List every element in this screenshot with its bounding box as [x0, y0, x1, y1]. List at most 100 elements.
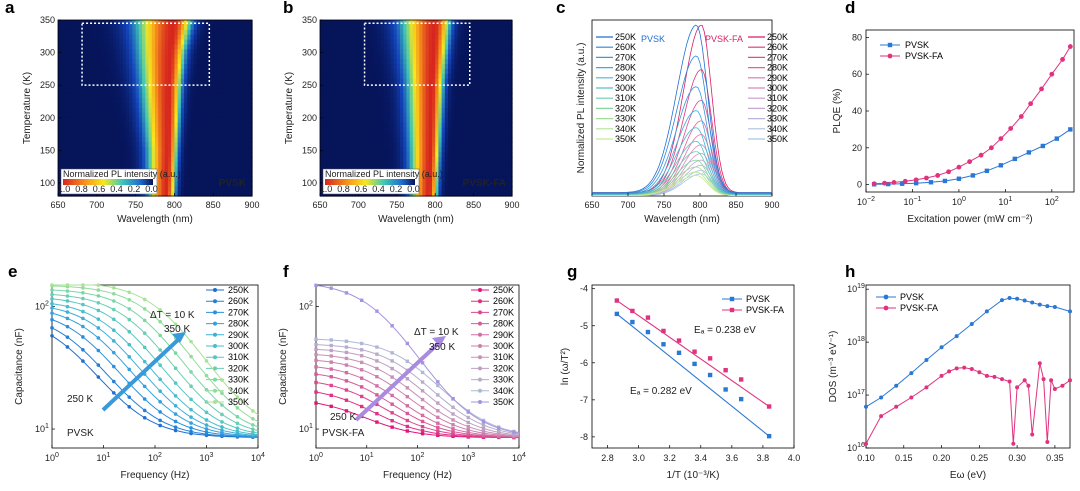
heatmap-cell [435, 132, 439, 138]
heatmap-cell [184, 64, 188, 70]
heatmap-cell [451, 59, 455, 65]
heatmap-cell [505, 98, 510, 104]
heatmap-cell [242, 127, 247, 134]
heatmap-cell [320, 137, 324, 143]
heatmap-cell [219, 176, 224, 182]
x-axis-label: Wavelength (nm) [378, 214, 454, 225]
heatmap-cell [409, 98, 414, 104]
heatmap-cell [464, 171, 468, 178]
heatmap-cell [403, 161, 407, 168]
heatmap-cell [248, 34, 253, 41]
heatmap-cell [329, 39, 334, 46]
heatmap-cell [384, 88, 388, 94]
heatmap-cell [336, 93, 340, 99]
heatmap-cell [151, 49, 156, 55]
heatmap-cell [83, 142, 88, 148]
heatmap-cell [486, 132, 491, 138]
heatmap-cell [151, 83, 156, 90]
heatmap-cell [412, 127, 417, 134]
heatmap-cell [235, 171, 240, 178]
heatmap-cell [235, 78, 240, 85]
heatmap-cell [505, 73, 510, 80]
heatmap-cell [323, 117, 327, 124]
heatmap-cell [129, 49, 133, 55]
heatmap-cell [476, 132, 481, 138]
data-point [451, 405, 455, 409]
heatmap-cell [432, 39, 436, 46]
heatmap-cell [464, 186, 468, 192]
heatmap-cell [132, 88, 137, 94]
heatmap-cell [496, 73, 500, 80]
data-point [142, 397, 147, 401]
heatmap-cell [380, 83, 385, 90]
heatmap-cell [451, 34, 455, 41]
heatmap-cell [467, 122, 471, 129]
heatmap-cell [483, 49, 487, 55]
heatmap-cell [167, 117, 172, 124]
heatmap-cell [470, 176, 475, 182]
heatmap-cell [232, 147, 237, 153]
heatmap-cell [428, 122, 433, 129]
heatmap-cell [342, 88, 347, 94]
heatmap-cell [119, 39, 124, 46]
heatmap-cell [103, 49, 108, 55]
heatmap-cell [339, 64, 343, 70]
heatmap-cell [496, 181, 500, 187]
heatmap-cell [209, 127, 214, 134]
plot-frame [319, 19, 513, 197]
heatmap-cell [145, 83, 150, 90]
heatmap-cell [464, 103, 468, 109]
heatmap-cell [326, 98, 331, 104]
heatmap-cell [499, 152, 503, 158]
heatmap-cell [174, 176, 179, 182]
heatmap-cell [213, 161, 218, 168]
heatmap-cell [235, 39, 240, 46]
heatmap-cell [400, 64, 404, 70]
heatmap-cell [361, 29, 366, 36]
heatmap-cell [454, 147, 459, 153]
y-axis-label: Temperature (K) [22, 72, 33, 144]
heatmap-cell [345, 152, 350, 158]
heatmap-cell [158, 83, 163, 90]
heatmap-cell [454, 39, 459, 46]
heatmap-cell [190, 191, 195, 197]
heatmap-cell [190, 171, 195, 178]
heatmap-cell [508, 103, 513, 109]
heatmap-cell [226, 152, 230, 158]
heatmap-cell [116, 108, 121, 114]
heatmap-cell [148, 161, 153, 168]
heatmap-cell [177, 152, 182, 158]
heatmap-cell [145, 161, 150, 168]
heatmap-cell [206, 24, 211, 31]
data-point-pvsk-fa [871, 181, 877, 187]
heatmap-cell [248, 29, 253, 36]
heatmap-cell [454, 29, 459, 36]
heatmap-cell [352, 29, 356, 36]
heatmap-cell [96, 49, 101, 55]
legend-marker [213, 400, 217, 404]
heatmap-cell [352, 112, 356, 119]
heatmap-cell [428, 108, 433, 114]
heatmap-cell [489, 29, 494, 36]
heatmap-cell [476, 171, 481, 178]
data-point [50, 334, 54, 338]
heatmap-cell [245, 78, 250, 85]
heatmap-cell [67, 112, 72, 119]
heatmap-cell [180, 166, 185, 173]
heatmap-cell [242, 78, 247, 85]
heatmap-cell [213, 181, 218, 187]
heatmap-cell [226, 132, 230, 138]
heatmap-cell [242, 98, 247, 104]
heatmap-cell [323, 147, 327, 153]
y-tick-label: 101 [35, 423, 49, 434]
heatmap-cell [187, 59, 192, 65]
sample-label: PVSK [67, 428, 94, 439]
heatmap-cell [106, 122, 111, 129]
heatmap-cell [129, 39, 133, 46]
heatmap-cell [174, 152, 179, 158]
heatmap-cell [216, 122, 221, 129]
heatmap-cell [106, 59, 111, 65]
heatmap-cell [206, 181, 211, 187]
heatmap-cell [480, 98, 484, 104]
heatmap-cell [70, 44, 75, 50]
